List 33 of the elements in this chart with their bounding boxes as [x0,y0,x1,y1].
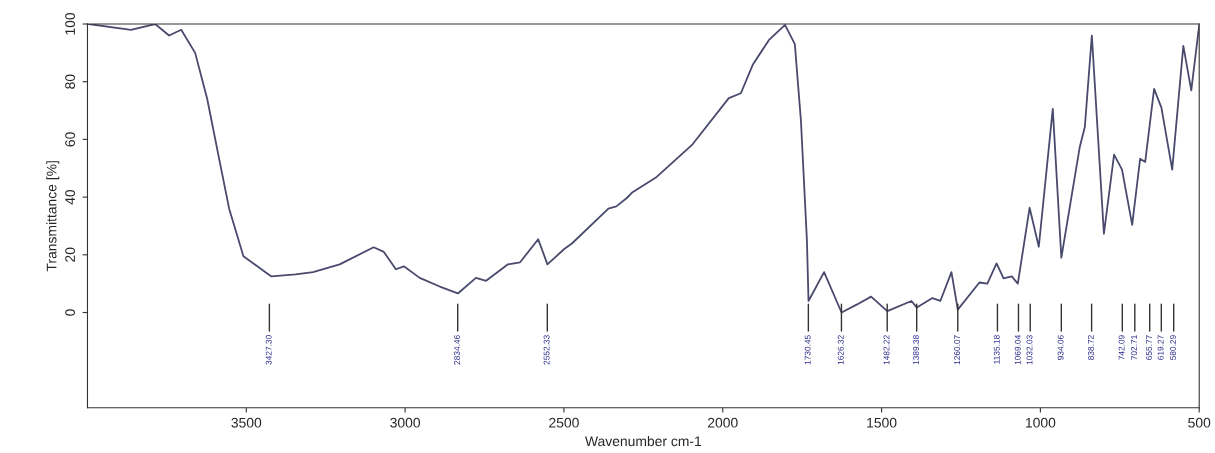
x-tick-label: 3000 [390,417,421,428]
y-tick-label: 20 [65,247,76,262]
ref-line-label: 1032.03 [1026,335,1033,365]
ref-line-label: 1260.07 [954,335,961,365]
ref-line-label: 1135.18 [993,335,1000,364]
y-axis-title: Transmittance [%] [46,161,60,272]
ref-line-label: 1626.32 [837,335,844,365]
ref-line-label: 838.72 [1087,335,1094,360]
x-tick-label: 1000 [1026,417,1056,428]
x-tick-label: 1500 [867,417,897,428]
ref-line-label: 1069.04 [1014,335,1021,365]
x-tick-label: 2500 [549,417,579,428]
ref-line-label: 2834.46 [454,335,460,365]
ref-line-label: 619.27 [1157,335,1164,360]
ref-line-label: 655.77 [1146,335,1152,360]
x-axis-title: Wavenumber cm-1 [585,435,702,447]
y-tick-label: 80 [65,74,76,89]
ref-line-label: 934.06 [1057,335,1064,360]
ref-line-label: 3427.30 [265,335,272,365]
ref-line-label: 2552.33 [543,335,550,365]
ref-line-label: 1389.38 [913,335,919,365]
x-tick-label: 3500 [231,417,262,428]
x-tick-label: 2000 [708,417,738,428]
ref-line-label: 702.71 [1131,335,1138,360]
ref-line-label: 580.29 [1170,335,1176,360]
y-tick-label: 40 [65,189,76,205]
ref-line-label: 742.09 [1118,335,1125,360]
y-tick-label: 60 [65,132,76,147]
ref-line-label: 1482.22 [883,335,890,365]
y-tick-label: 0 [65,309,76,316]
ref-line-label: 1730.45 [804,335,811,365]
y-tick-label: 100 [65,12,76,35]
x-tick-label: 500 [1188,417,1211,428]
